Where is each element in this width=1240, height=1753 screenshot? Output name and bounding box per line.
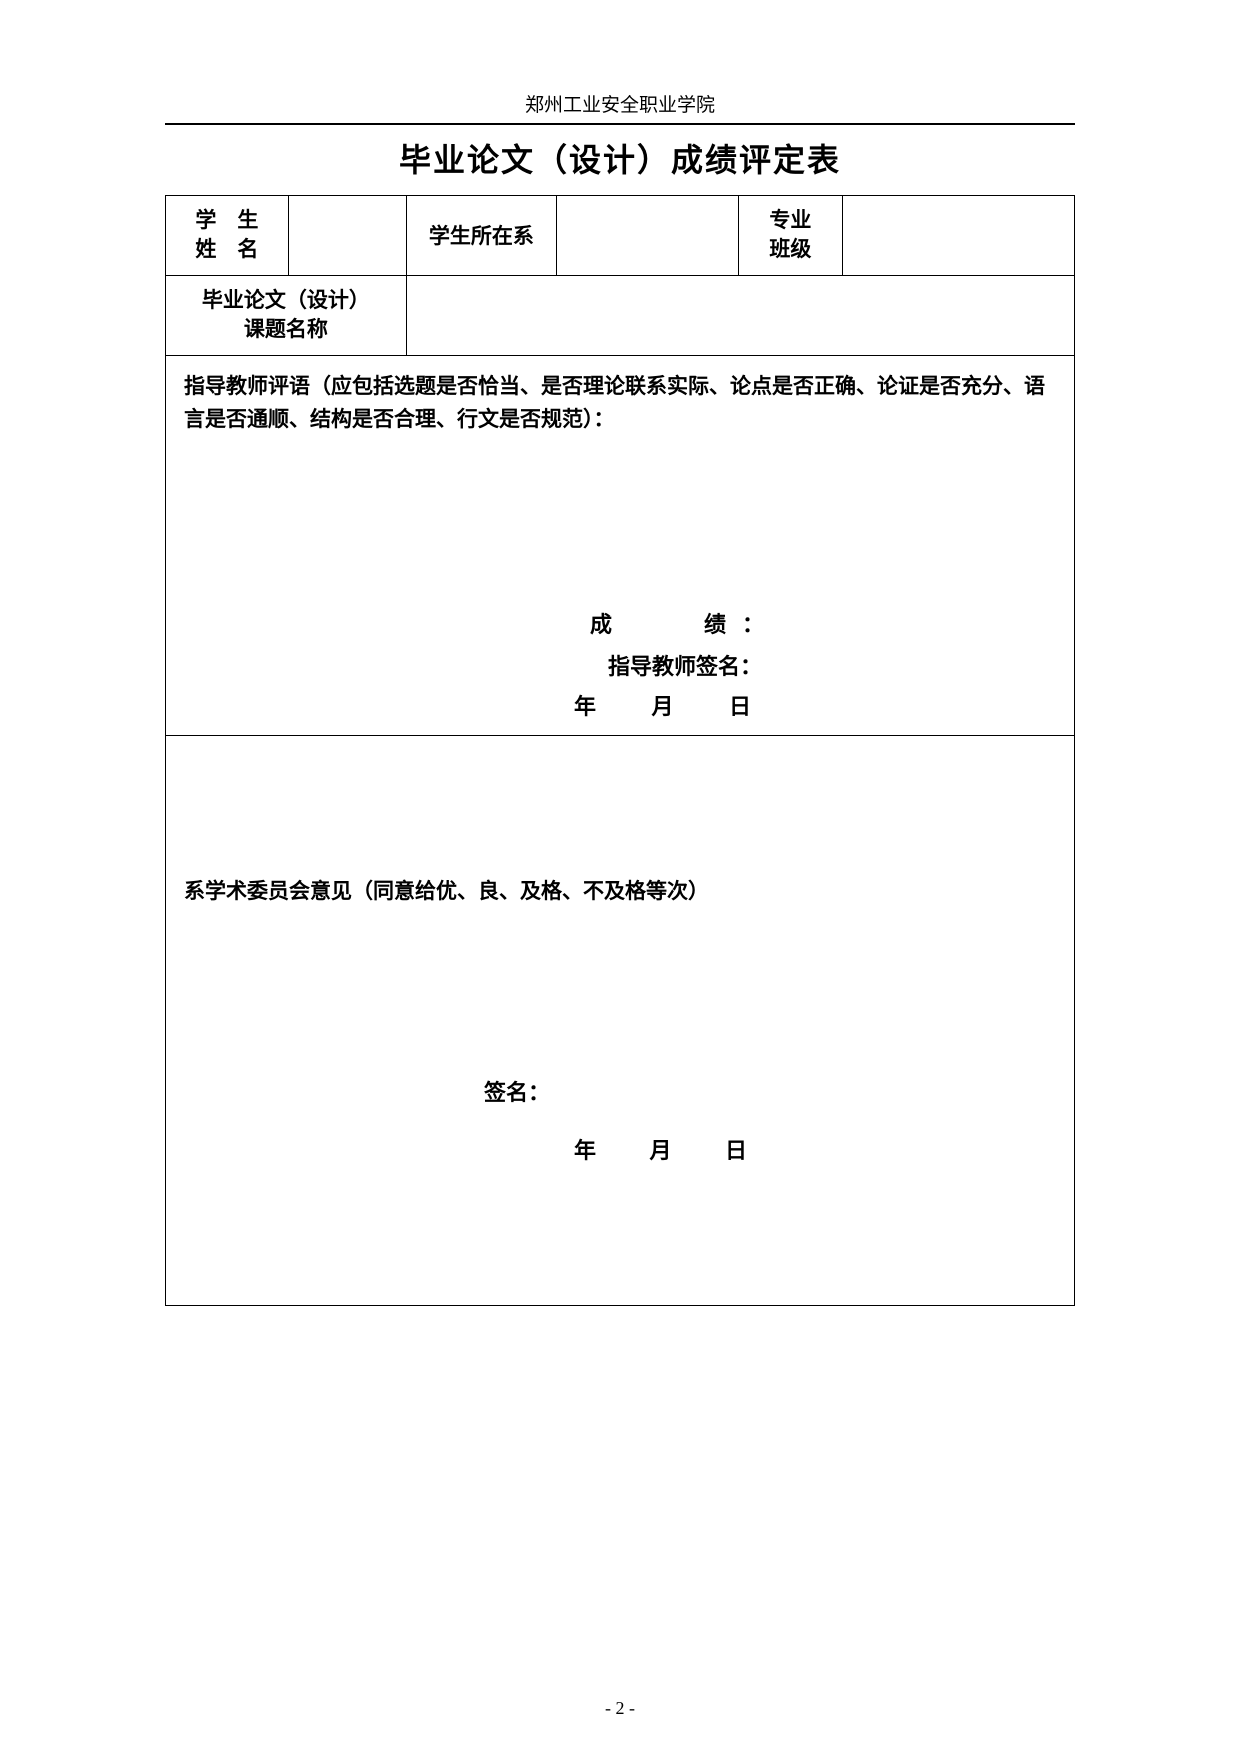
major-label-line2: 班级 (747, 235, 835, 264)
committee-year-label: 年 (574, 1133, 596, 1165)
major-label-line1: 专业 (747, 206, 835, 235)
major-value (843, 196, 1075, 276)
header-institution: 郑州工业安全职业学院 (165, 90, 1075, 125)
year-label: 年 (574, 689, 597, 721)
topic-label: 毕业论文（设计） 课题名称 (166, 275, 407, 355)
student-name-label: 学 生 姓 名 (166, 196, 289, 276)
page-title: 毕业论文（设计）成绩评定表 (165, 135, 1075, 181)
advisor-sign-label: 指导教师签名： (314, 649, 1056, 681)
table-row-committee: 系学术委员会意见（同意给优、良、及格、不及格等次） 签名： 年 月 日 (166, 735, 1075, 1305)
day-label: 日 (729, 689, 752, 721)
committee-date-line: 年 月 日 (184, 1133, 1056, 1165)
student-name-label-line2: 姓 名 (174, 235, 280, 264)
committee-month-label: 月 (650, 1133, 672, 1165)
table-row-topic: 毕业论文（设计） 课题名称 (166, 275, 1075, 355)
department-value (556, 196, 738, 276)
topic-label-line2: 课题名称 (174, 315, 398, 344)
committee-sign-label: 签名： (184, 1075, 1056, 1107)
month-label: 月 (652, 689, 675, 721)
topic-value (406, 275, 1074, 355)
table-row-advisor-comment: 指导教师评语（应包括选题是否恰当、是否理论联系实际、论点是否正确、论证是否充分、… (166, 355, 1075, 735)
evaluation-form-table: 学 生 姓 名 学生所在系 专业 班级 毕业论文（设计） 课题名称 指导教师评语… (165, 195, 1075, 1306)
student-name-value (288, 196, 406, 276)
topic-label-line1: 毕业论文（设计） (174, 286, 398, 315)
advisor-comment-title: 指导教师评语（应包括选题是否恰当、是否理论联系实际、论点是否正确、论证是否充分、… (184, 370, 1056, 437)
page-container: 郑州工业安全职业学院 毕业论文（设计）成绩评定表 学 生 姓 名 学生所在系 专… (0, 0, 1240, 1753)
committee-cell: 系学术委员会意见（同意给优、良、及格、不及格等次） 签名： 年 月 日 (166, 735, 1075, 1305)
committee-day-label: 日 (725, 1133, 747, 1165)
score-label: 成 绩： (314, 607, 1056, 639)
page-number: - 2 - (0, 1698, 1240, 1719)
advisor-comment-cell: 指导教师评语（应包括选题是否恰当、是否理论联系实际、论点是否正确、论证是否充分、… (166, 355, 1075, 735)
committee-title: 系学术委员会意见（同意给优、良、及格、不及格等次） (184, 875, 1056, 905)
department-label: 学生所在系 (406, 196, 556, 276)
advisor-date-line: 年 月 日 (184, 689, 1056, 721)
major-label: 专业 班级 (738, 196, 843, 276)
table-row-student-info: 学 生 姓 名 学生所在系 专业 班级 (166, 196, 1075, 276)
student-name-label-line1: 学 生 (174, 206, 280, 235)
